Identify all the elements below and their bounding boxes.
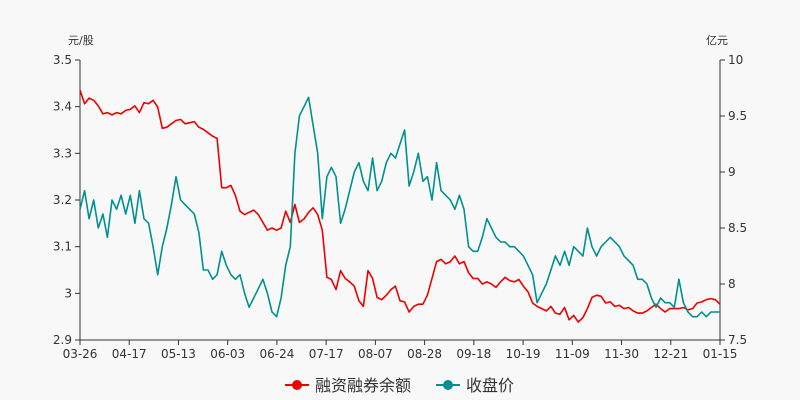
y-left-tick-label: 3.3 [53, 146, 72, 160]
y-right-tick-label: 8.5 [728, 221, 747, 235]
right-axis-unit: 亿元 [706, 34, 728, 47]
y-left-tick-label: 3.1 [53, 240, 72, 254]
x-tick-label: 07-17 [309, 347, 344, 361]
y-left-tick-label: 3 [64, 286, 72, 300]
y-left-tick-label: 3.5 [53, 53, 72, 67]
y-left-tick-label: 3.2 [53, 193, 72, 207]
x-tick-label: 01-15 [703, 347, 738, 361]
y-right-tick-label: 9.5 [728, 109, 747, 123]
series-line-close-price [79, 96, 720, 318]
y-right-tick-label: 9 [728, 165, 736, 179]
legend-label[interactable]: 融资融券余额 [315, 376, 411, 395]
x-tick-label: 06-24 [259, 347, 294, 361]
x-tick-label: 08-07 [358, 347, 393, 361]
y-left-tick-label: 2.9 [53, 333, 72, 347]
left-axis-unit: 元/股 [68, 34, 94, 47]
x-tick-label: 11-30 [604, 347, 639, 361]
x-tick-label: 08-28 [407, 347, 442, 361]
x-tick-label: 09-18 [456, 347, 491, 361]
x-tick-label: 12-21 [653, 347, 688, 361]
y-right-tick-label: 7.5 [728, 333, 747, 347]
legend-label[interactable]: 收盘价 [466, 376, 514, 395]
series-line-margin-balance [79, 89, 721, 323]
y-right-tick-label: 10 [728, 53, 743, 67]
x-tick-label: 04-17 [112, 347, 147, 361]
y-right-tick-label: 8 [728, 277, 736, 291]
legend-marker[interactable] [443, 380, 453, 390]
x-tick-label: 03-26 [63, 347, 98, 361]
legend-marker[interactable] [292, 380, 302, 390]
x-tick-label: 10-19 [506, 347, 541, 361]
x-tick-label: 05-13 [161, 347, 196, 361]
x-tick-label: 06-03 [210, 347, 245, 361]
y-left-tick-label: 3.4 [53, 100, 72, 114]
x-tick-label: 11-09 [555, 347, 590, 361]
